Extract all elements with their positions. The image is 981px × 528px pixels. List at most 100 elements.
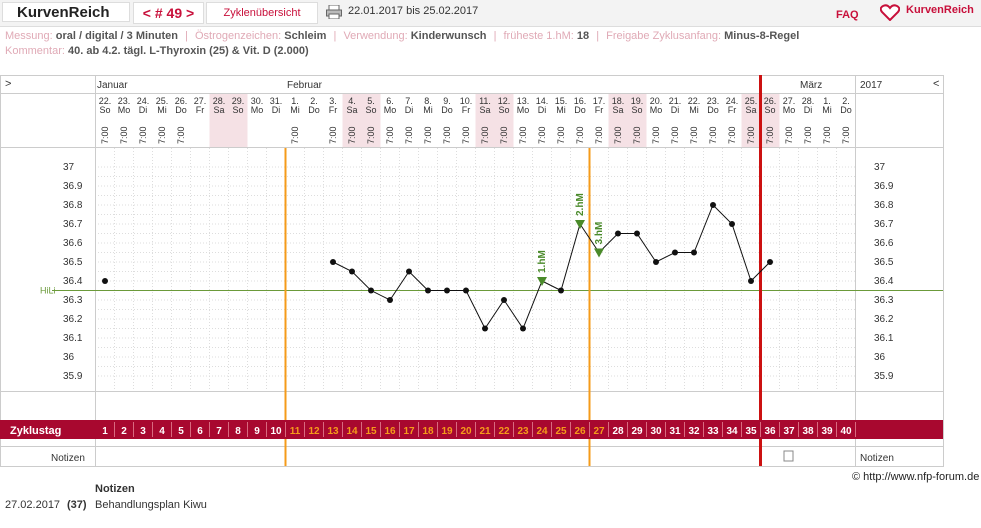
day-weekday: Do	[840, 105, 852, 115]
day-weekday: Fr	[196, 105, 205, 115]
cycle-day-number: 2	[121, 426, 127, 437]
cycle-day-number: 34	[726, 426, 738, 437]
day-date: 15.	[555, 96, 568, 106]
day-time: 7:00	[119, 126, 129, 144]
temperature-point	[368, 287, 374, 294]
day-date: 19.	[631, 96, 644, 106]
faq-link[interactable]: FAQ	[836, 9, 859, 21]
nav-right-arrow: <	[933, 78, 939, 90]
day-weekday: Mo	[783, 105, 796, 115]
day-weekday: So	[631, 105, 642, 115]
day-date: 26.	[175, 96, 188, 106]
notes-row-label-left: Notizen	[51, 453, 85, 464]
month-label: Februar	[287, 80, 323, 91]
cycle-day-number: 9	[254, 426, 260, 437]
cycle-day-number: 12	[308, 426, 320, 437]
day-weekday: Di	[139, 105, 148, 115]
day-time: 7:00	[138, 126, 148, 144]
day-time: 7:00	[100, 126, 110, 144]
day-weekday: Mi	[689, 105, 699, 115]
day-time: 7:00	[480, 126, 490, 144]
temperature-point	[482, 325, 488, 332]
day-weekday: Mo	[118, 105, 131, 115]
logo-text[interactable]: KurvenReich	[906, 4, 974, 16]
y-tick-right: 36.7	[874, 219, 894, 230]
cycle-day-number: 11	[290, 426, 301, 437]
verwendung-value: Kinderwunsch	[410, 30, 487, 42]
y-tick-right: 36.1	[874, 333, 894, 344]
day-time: 7:00	[841, 126, 851, 144]
y-tick-right: 36.6	[874, 238, 894, 249]
day-time: 7:00	[290, 126, 300, 144]
day-weekday: Di	[804, 105, 813, 115]
y-tick-left: 36	[63, 352, 75, 363]
y-tick-left: 36.5	[63, 257, 83, 268]
day-time: 7:00	[822, 126, 832, 144]
note-icon[interactable]	[783, 450, 794, 462]
day-weekday: Sa	[745, 105, 756, 115]
day-weekday: Fr	[595, 105, 604, 115]
y-tick-left: 36.1	[63, 333, 83, 344]
cycle-overview-button[interactable]: Zyklenübersicht	[206, 2, 318, 24]
y-tick-left: 36.8	[63, 200, 83, 211]
temperature-point	[691, 249, 697, 256]
temperature-point	[463, 287, 469, 294]
day-date: 4.	[348, 96, 356, 106]
weekend-shade	[209, 94, 229, 148]
day-weekday: Di	[405, 105, 414, 115]
day-weekday: Mo	[517, 105, 530, 115]
cycle-day-number: 18	[422, 426, 434, 437]
cycle-day-number: 23	[517, 426, 529, 437]
cycle-day-number: 40	[840, 426, 852, 437]
oestrogen-label: Östrogenzeichen:	[194, 30, 282, 42]
day-time: 7:00	[651, 126, 661, 144]
cycle-day-number: 22	[498, 426, 510, 437]
cycle-day-number: 1	[102, 426, 108, 437]
day-time: 7:00	[518, 126, 528, 144]
weekend-shade	[760, 94, 780, 148]
app-title[interactable]: KurvenReich	[2, 2, 130, 22]
info-line-2: Kommentar: 40. ab 4.2. tägl. L-Thyroxin …	[5, 45, 309, 57]
nav-left-arrow: >	[5, 78, 11, 90]
day-time: 7:00	[499, 126, 509, 144]
cycle-day-number: 17	[403, 426, 415, 437]
y-tick-right: 35.9	[874, 371, 894, 382]
heart-logo-icon[interactable]	[880, 3, 900, 21]
temperature-point	[425, 287, 431, 294]
day-weekday: Fr	[728, 105, 737, 115]
cycle-day-number: 16	[384, 426, 396, 437]
hm-value: 18	[576, 30, 590, 42]
print-icon[interactable]	[326, 5, 342, 19]
kommentar-value: 40. ab 4.2. tägl. L-Thyroxin (25) & Vit.…	[67, 45, 309, 57]
month-label: Januar	[97, 80, 128, 91]
day-date: 14.	[536, 96, 549, 106]
day-time: 7:00	[157, 126, 167, 144]
cycle-day-number: 3	[140, 426, 146, 437]
day-time: 7:00	[537, 126, 547, 144]
day-weekday: Mi	[822, 105, 832, 115]
note-date: 27.02.2017	[5, 499, 61, 511]
temperature-point	[520, 325, 526, 332]
day-weekday: Mi	[556, 105, 566, 115]
kommentar-label: Kommentar:	[5, 45, 65, 57]
cycle-day-number: 29	[631, 426, 643, 437]
y-tick-left: 36.3	[63, 295, 83, 306]
day-date: 29.	[232, 96, 245, 106]
y-tick-right: 36.2	[874, 314, 894, 325]
hm-marker	[537, 277, 547, 286]
y-tick-left: 36.9	[63, 181, 83, 192]
cycle-nav-button[interactable]: < # 49 >	[133, 2, 204, 24]
cycle-day-number: 30	[650, 426, 662, 437]
temperature-point	[767, 259, 773, 265]
day-time: 7:00	[708, 126, 718, 144]
cycle-day-number: 36	[764, 426, 776, 437]
day-time: 7:00	[727, 126, 737, 144]
day-weekday: So	[232, 105, 243, 115]
day-weekday: Mi	[290, 105, 300, 115]
notes-row-label-right: Notizen	[860, 453, 894, 464]
day-time: 7:00	[575, 126, 585, 144]
temperature-point	[349, 268, 355, 275]
cycle-day-number: 39	[821, 426, 833, 437]
day-weekday: Do	[574, 105, 586, 115]
day-date: 27.	[194, 96, 207, 106]
